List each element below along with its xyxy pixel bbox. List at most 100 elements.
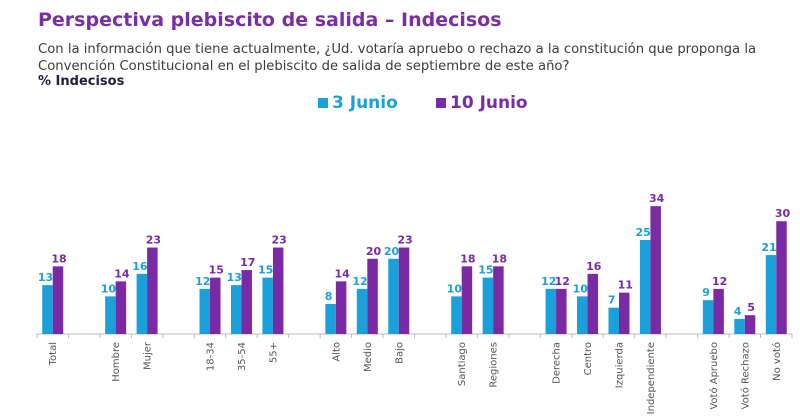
data-label-10-junio: 30: [775, 207, 791, 220]
data-label-3-junio: 4: [734, 305, 742, 318]
data-label-3-junio: 12: [352, 275, 367, 288]
data-label-10-junio: 23: [397, 234, 412, 247]
bar-3-junio: [105, 296, 116, 334]
category-label: Hombre: [111, 342, 122, 382]
legend-label-10-junio: 10 Junio: [450, 93, 528, 113]
data-label-3-junio: 13: [227, 271, 242, 284]
data-label-3-junio: 12: [195, 275, 210, 288]
survey-question: Con la información que tiene actualmente…: [38, 42, 757, 74]
data-label-10-junio: 16: [586, 260, 602, 273]
bar-3-junio: [482, 277, 494, 334]
category-label: Derecha: [552, 342, 563, 384]
bar-10-junio: [52, 266, 64, 334]
bar-10-junio: [776, 221, 787, 334]
data-label-3-junio: 20: [384, 245, 400, 258]
bar-3-junio: [608, 307, 619, 334]
bar-3-junio: [388, 258, 399, 334]
category-label: Bajo: [394, 342, 405, 364]
legend-swatch-10-junio: [436, 98, 446, 108]
bar-3-junio: [451, 296, 462, 334]
bar-3-junio: [262, 277, 273, 334]
chart-title: Perspectiva plebiscito de salida – Indec…: [38, 9, 502, 31]
legend-item-3-junio: 3 Junio: [318, 93, 398, 113]
data-label-10-junio: 17: [240, 256, 255, 269]
bar-10-junio: [147, 247, 158, 334]
data-label-3-junio: 25: [636, 226, 651, 239]
bar-3-junio: [230, 285, 242, 334]
bar-10-junio: [115, 281, 127, 334]
bar-10-junio: [272, 247, 284, 334]
data-label-10-junio: 18: [460, 252, 475, 265]
bar-3-junio: [136, 273, 148, 334]
bar-10-junio: [461, 266, 473, 334]
data-label-3-junio: 10: [447, 282, 463, 295]
bar-3-junio: [199, 288, 211, 334]
data-label-10-junio: 11: [618, 279, 633, 292]
category-label: 18-34: [206, 342, 217, 371]
bar-10-junio: [210, 277, 221, 334]
bar-10-junio: [713, 288, 724, 334]
data-label-10-junio: 15: [209, 264, 224, 277]
chart-subtitle: % Indecisos: [38, 74, 125, 89]
data-label-10-junio: 23: [146, 234, 161, 247]
bar-3-junio: [734, 318, 745, 334]
data-label-10-junio: 12: [555, 275, 570, 288]
category-label: Mujer: [143, 341, 154, 370]
category-label: Santiago: [457, 342, 468, 386]
bar-3-junio: [765, 255, 777, 334]
data-label-10-junio: 34: [649, 192, 665, 205]
category-label: Alto: [331, 342, 342, 362]
bar-10-junio: [744, 315, 756, 334]
category-label: 35-54: [237, 342, 248, 371]
bar-3-junio: [356, 288, 368, 334]
legend: 3 Junio 10 Junio: [0, 93, 800, 115]
category-label: Votó Rechazo: [739, 342, 751, 409]
data-label-3-junio: 10: [101, 282, 117, 295]
bar-10-junio: [587, 273, 599, 334]
bar-3-junio: [325, 303, 336, 334]
category-label: Regiones: [489, 342, 500, 388]
data-label-10-junio: 14: [114, 267, 130, 280]
bar-3-junio: [702, 300, 714, 334]
bar-3-junio: [639, 240, 651, 334]
bar-10-junio: [398, 247, 410, 334]
category-label: Total: [48, 342, 59, 366]
bar-3-junio: [577, 296, 588, 334]
category-label: No votó: [771, 342, 783, 381]
data-label-10-junio: 18: [51, 252, 66, 265]
bar-10-junio: [556, 288, 567, 334]
data-label-10-junio: 5: [747, 301, 755, 314]
category-label: 55+: [268, 342, 279, 363]
bar-10-junio: [241, 270, 252, 334]
legend-item-10-junio: 10 Junio: [436, 93, 528, 113]
bar-3-junio: [545, 288, 557, 334]
legend-swatch-3-junio: [318, 98, 328, 108]
category-label: Independiente: [646, 342, 657, 414]
bar-10-junio: [367, 258, 378, 334]
data-label-3-junio: 16: [132, 260, 148, 273]
data-label-3-junio: 7: [608, 294, 616, 307]
bar-10-junio: [650, 206, 661, 334]
data-label-3-junio: 15: [478, 264, 493, 277]
bar-10-junio: [493, 266, 504, 334]
category-label: Centro: [583, 342, 594, 375]
data-label-10-junio: 20: [366, 245, 382, 258]
data-label-3-junio: 12: [541, 275, 556, 288]
data-label-10-junio: 18: [492, 252, 507, 265]
data-label-3-junio: 13: [38, 271, 53, 284]
category-label: Izquierda: [614, 342, 625, 388]
data-label-3-junio: 15: [258, 264, 273, 277]
data-label-10-junio: 12: [712, 275, 727, 288]
data-label-3-junio: 21: [761, 241, 776, 254]
category-label: Medio: [363, 342, 374, 372]
category-label: Votó Apruebo: [708, 342, 720, 410]
data-label-3-junio: 8: [325, 290, 333, 303]
data-label-10-junio: 23: [272, 234, 287, 247]
data-label-3-junio: 10: [573, 282, 589, 295]
data-label-3-junio: 9: [702, 286, 710, 299]
data-label-10-junio: 14: [334, 267, 350, 280]
legend-label-3-junio: 3 Junio: [332, 93, 398, 113]
bar-10-junio: [618, 292, 630, 334]
bar-3-junio: [42, 285, 53, 334]
